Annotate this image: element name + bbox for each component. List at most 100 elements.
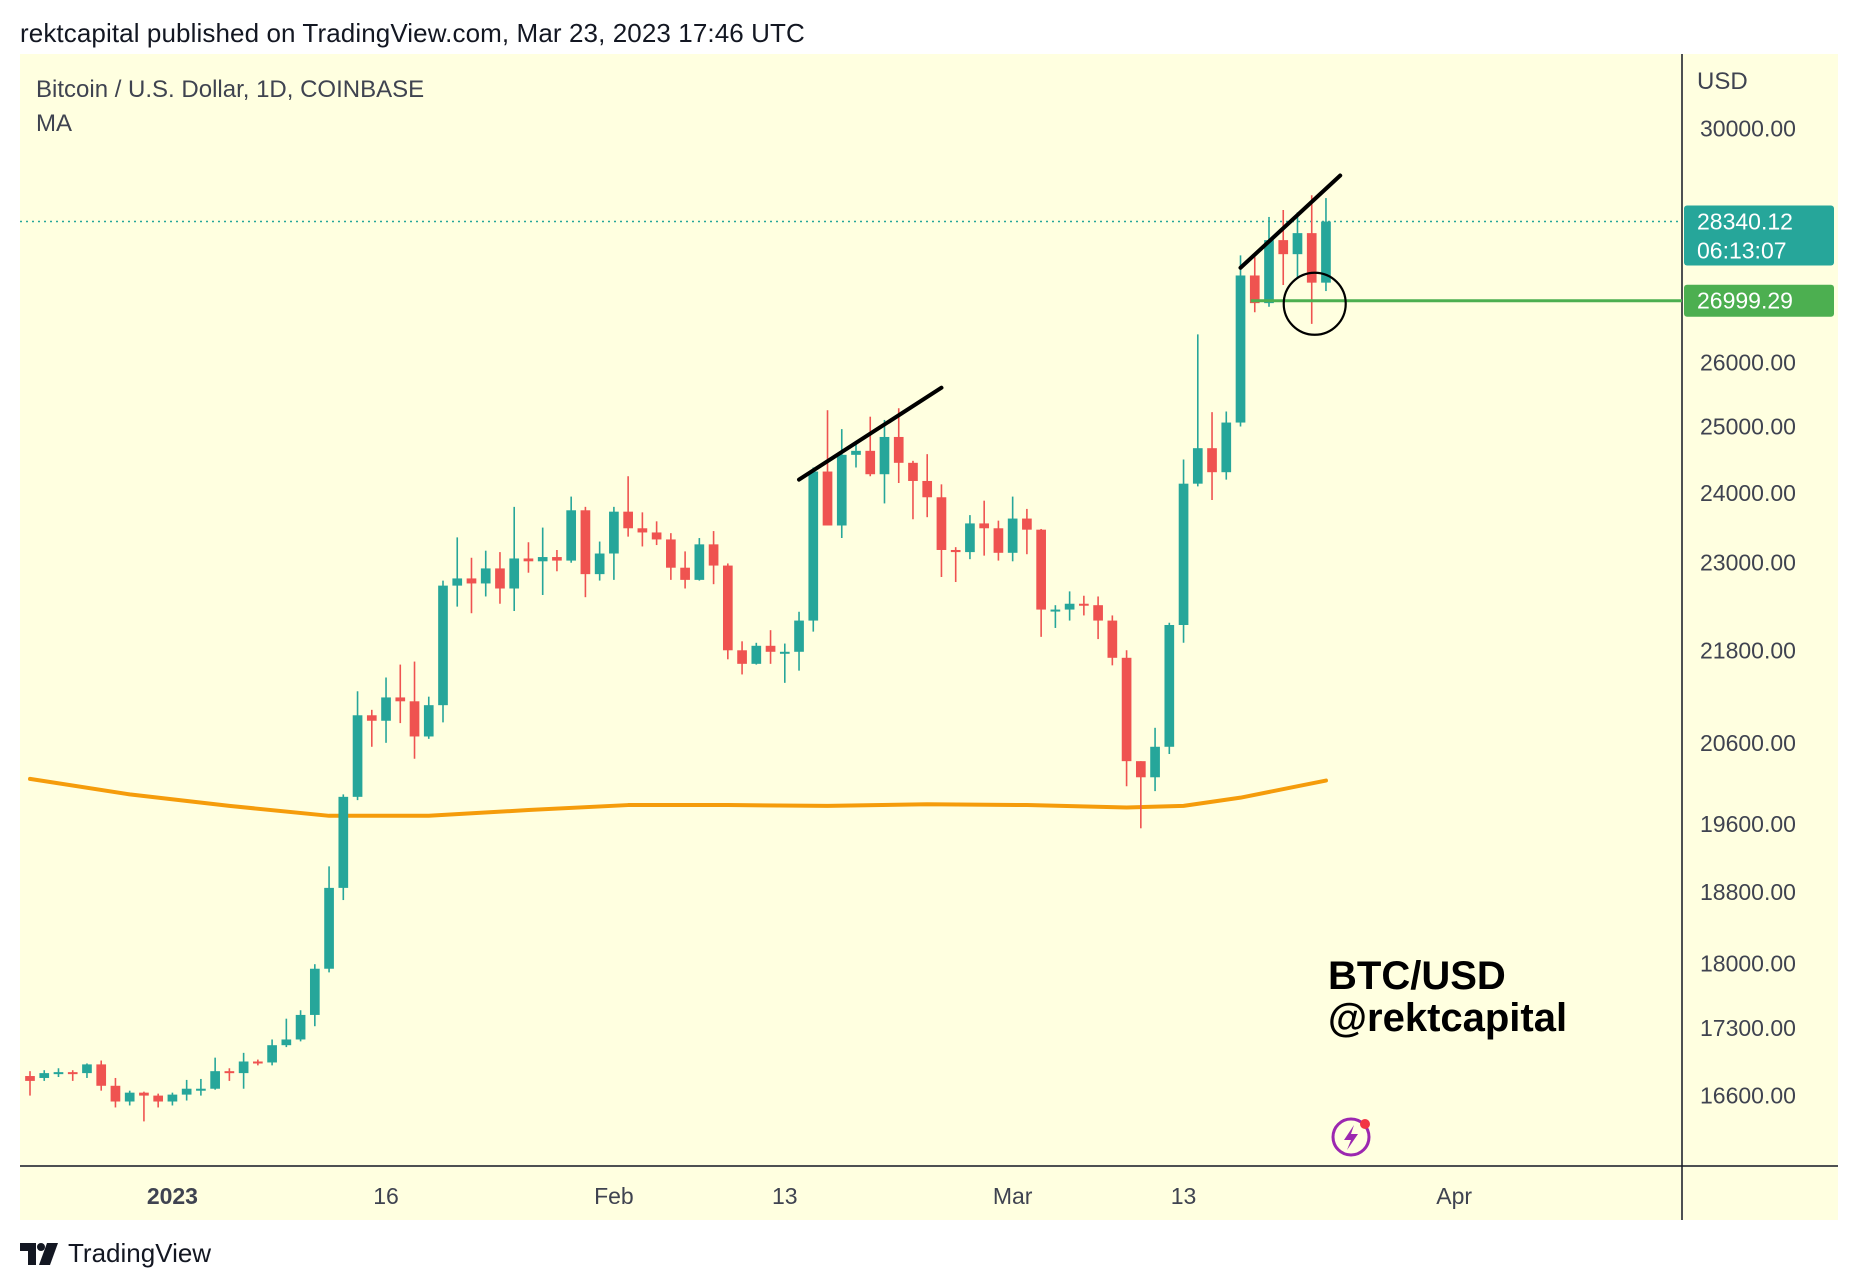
candle-body: [637, 528, 648, 533]
candle-body: [865, 450, 876, 475]
candle-body: [1321, 221, 1331, 283]
candle: [110, 1077, 121, 1108]
candle: [324, 866, 334, 973]
candle: [623, 476, 633, 537]
candle-body: [53, 1072, 64, 1075]
tradingview-brand[interactable]: TradingView: [20, 1238, 211, 1269]
candle-body: [936, 497, 947, 550]
candle: [53, 1068, 64, 1077]
candle-body: [537, 557, 548, 562]
candle-body: [836, 454, 847, 526]
watermark-line2: @rektcapital: [1328, 996, 1568, 1040]
candle: [1121, 650, 1132, 787]
candle-body: [808, 471, 819, 621]
candle: [480, 550, 491, 597]
candle-body: [552, 557, 562, 561]
candle: [1292, 212, 1303, 278]
candle: [865, 416, 876, 477]
candle-body: [1107, 620, 1118, 658]
candle-body: [509, 558, 520, 589]
candle-body: [381, 697, 391, 721]
candle-body: [1292, 233, 1303, 255]
moving-average-line: [28, 776, 1328, 818]
candle: [1264, 216, 1274, 307]
candle: [552, 549, 562, 572]
highlight-circle: [1282, 271, 1347, 336]
candle-body: [580, 510, 591, 575]
candle-body: [139, 1092, 149, 1096]
candle-body: [96, 1064, 107, 1086]
candle: [965, 515, 975, 560]
candle-body: [751, 645, 762, 664]
trendline: [1238, 173, 1343, 270]
y-tick-label: 19600.00: [1700, 811, 1796, 837]
chart-area[interactable]: [20, 54, 1838, 1220]
candle: [879, 419, 890, 504]
candle-body: [324, 887, 334, 969]
candle-body: [566, 510, 577, 561]
candle: [594, 541, 605, 581]
candle-body: [1178, 483, 1189, 625]
candle: [238, 1052, 249, 1089]
candle: [167, 1092, 178, 1106]
currency-label[interactable]: USD: [1697, 68, 1748, 95]
candle-body: [1093, 605, 1103, 621]
candle-body: [879, 436, 890, 475]
support-price-label: 26999.29: [1697, 288, 1793, 314]
x-tick-label: Apr: [1436, 1183, 1472, 1209]
candle-body: [922, 480, 933, 498]
countdown-label: 06:13:07: [1697, 238, 1787, 264]
candle-body: [210, 1071, 220, 1089]
candle-body: [680, 567, 690, 580]
symbol-legend[interactable]: Bitcoin / U.S. Dollar, 1D, COINBASE: [36, 76, 425, 103]
candle: [680, 551, 690, 589]
candle: [765, 630, 776, 664]
y-tick-label: 24000.00: [1700, 480, 1796, 506]
y-tick-label: 18800.00: [1700, 879, 1796, 905]
y-tick-label: 21800.00: [1700, 637, 1796, 663]
notification-dot-icon: [1360, 1119, 1370, 1129]
candle: [466, 557, 477, 614]
candle-body: [409, 701, 420, 737]
candle-body: [979, 523, 990, 529]
candle-body: [651, 532, 662, 540]
candle: [708, 531, 719, 585]
candle-body: [1249, 275, 1260, 304]
y-tick-label: 18000.00: [1700, 950, 1796, 976]
candle-body: [1135, 761, 1146, 778]
candle-body: [267, 1045, 277, 1063]
tradingview-brand-text: TradingView: [68, 1238, 212, 1268]
candle-body: [908, 462, 918, 481]
candle-body: [110, 1085, 121, 1102]
candle: [979, 500, 990, 556]
candle: [1135, 761, 1146, 829]
candle: [352, 691, 363, 801]
candle: [395, 664, 406, 724]
candle-body: [352, 715, 363, 797]
candle: [96, 1060, 107, 1091]
candle-body: [1121, 657, 1132, 762]
candle: [1235, 255, 1246, 427]
support-price-tag: 26999.29: [1684, 284, 1834, 317]
x-tick-label: 2023: [147, 1183, 198, 1209]
candle-body: [1207, 448, 1217, 473]
candle: [993, 520, 1004, 561]
candle-body: [594, 553, 605, 575]
candle: [509, 506, 520, 612]
y-tick-label: 16600.00: [1700, 1083, 1796, 1109]
candle: [338, 794, 349, 901]
candle-body: [295, 1014, 306, 1040]
x-tick-label: 16: [373, 1183, 399, 1209]
candle: [295, 1010, 306, 1042]
indicator-legend[interactable]: MA: [36, 110, 72, 137]
candle-body: [181, 1088, 192, 1095]
candle: [25, 1071, 35, 1096]
candle-body: [423, 705, 434, 737]
y-tick-label: 23000.00: [1700, 550, 1796, 576]
candle: [566, 496, 577, 563]
candle: [1007, 496, 1018, 562]
last-price-label: 28340.12: [1697, 209, 1793, 235]
candle: [1064, 591, 1075, 621]
candle: [281, 1018, 292, 1048]
